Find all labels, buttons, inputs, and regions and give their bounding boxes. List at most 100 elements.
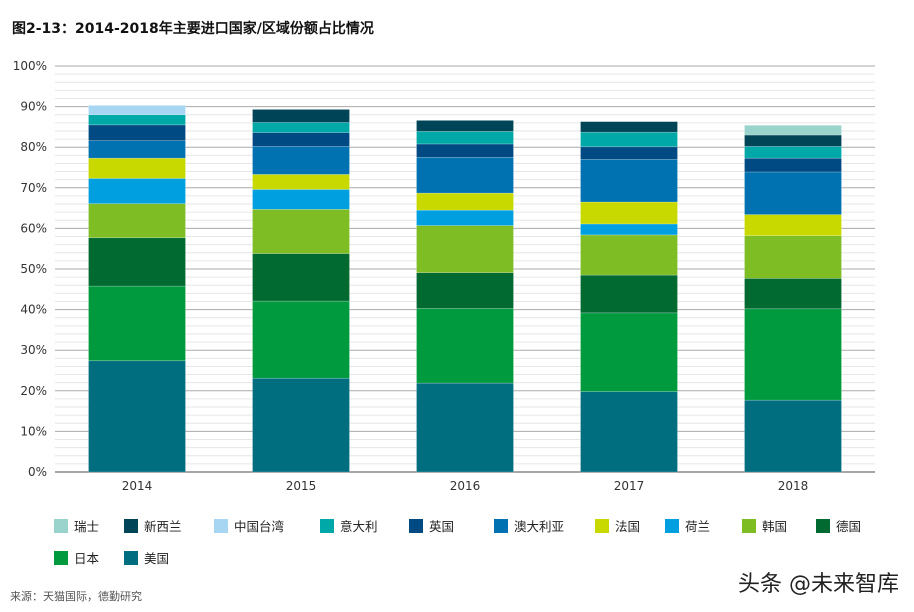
legend-item: 美国 (124, 548, 169, 567)
legend-label: 澳大利亚 (514, 519, 565, 534)
legend-swatch (54, 550, 68, 565)
bar-segment-2016-新西兰 (416, 120, 514, 132)
y-tick-label: 70% (20, 181, 47, 195)
bar-segment-2014-英国 (88, 124, 186, 142)
legend-label: 韩国 (762, 519, 788, 534)
legend-swatch (595, 518, 609, 533)
bar-segment-2014-中国台湾 (88, 105, 186, 116)
legend-label: 荷兰 (685, 519, 711, 534)
bar-segment-2018-澳大利亚 (744, 171, 842, 215)
bar-segment-2016-荷兰 (416, 209, 514, 226)
bar-segment-2017-韩国 (580, 234, 678, 276)
x-tick-label: 2018 (778, 479, 809, 493)
legend-swatch (54, 518, 68, 533)
bar-segment-2016-德国 (416, 272, 514, 309)
bar-segment-2018-日本 (744, 308, 842, 401)
bar-segment-2017-法国 (580, 201, 678, 225)
bar-segment-2015-韩国 (252, 209, 350, 254)
bar-segment-2014-韩国 (88, 203, 186, 239)
bar-segment-2015-新西兰 (252, 109, 350, 123)
bar-segment-2014-日本 (88, 285, 186, 362)
chart-title: 图2-13：2014-2018年主要进口国家/区域份额占比情况 (12, 21, 374, 37)
legend-label: 瑞士 (74, 519, 100, 534)
legend-item: 韩国 (742, 516, 787, 535)
legend-label: 新西兰 (144, 519, 182, 534)
y-tick-label: 0% (28, 465, 47, 479)
bar-segment-2016-澳大利亚 (416, 157, 514, 194)
legend-swatch (124, 518, 138, 533)
legend-item: 新西兰 (124, 516, 182, 535)
bar-segment-2018-英国 (744, 157, 842, 173)
bar-segment-2014-法国 (88, 157, 186, 179)
legend-label: 美国 (144, 551, 170, 566)
bar-segment-2017-澳大利亚 (580, 159, 678, 203)
watermark: 头条 @未来智库 (738, 572, 899, 597)
y-tick-label: 80% (20, 140, 47, 154)
legend-label: 意大利 (340, 519, 378, 534)
legend-item: 德国 (816, 516, 861, 535)
bar-segment-2016-日本 (416, 308, 514, 384)
legend-swatch (665, 518, 679, 533)
source-note: 来源：天猫国际，德勤研究 (10, 590, 142, 603)
bar-segment-2018-韩国 (744, 235, 842, 279)
legend-item: 英国 (409, 516, 454, 535)
bar-segment-2017-美国 (580, 391, 678, 473)
bar-segment-2018-法国 (744, 214, 842, 237)
legend-label: 日本 (74, 551, 100, 566)
x-tick-label: 2016 (450, 479, 481, 493)
bar-segment-2017-新西兰 (580, 121, 678, 133)
bar-segment-2015-美国 (252, 377, 350, 473)
bar-segment-2015-德国 (252, 253, 350, 302)
legend-swatch (494, 518, 508, 533)
bar-segment-2017-意大利 (580, 131, 678, 148)
bar-segment-2015-意大利 (252, 122, 350, 133)
bar-segment-2016-韩国 (416, 225, 514, 273)
y-tick-label: 40% (20, 303, 47, 317)
bar-segment-2017-英国 (580, 146, 678, 160)
legend-item: 瑞士 (54, 516, 99, 535)
legend-label: 法国 (615, 519, 641, 534)
bar-segment-2018-德国 (744, 278, 842, 310)
legend-item: 法国 (595, 516, 640, 535)
bar-segment-2017-德国 (580, 274, 678, 314)
bar-segment-2016-英国 (416, 143, 514, 158)
x-tick-label: 2017 (614, 479, 645, 493)
bar-segment-2014-德国 (88, 237, 186, 287)
y-tick-label: 90% (20, 100, 47, 114)
legend-swatch (214, 518, 228, 533)
bar-segment-2016-意大利 (416, 131, 514, 145)
legend-swatch (320, 518, 334, 533)
bar-segment-2014-澳大利亚 (88, 140, 186, 159)
bar-segment-2014-美国 (88, 360, 186, 473)
bar-segment-2017-日本 (580, 312, 678, 392)
legend-swatch (409, 518, 423, 533)
legend-item: 中国台湾 (214, 516, 284, 535)
x-tick-label: 2014 (122, 479, 153, 493)
bar-segment-2015-日本 (252, 300, 350, 379)
bar-segment-2014-意大利 (88, 114, 186, 126)
y-tick-label: 10% (20, 424, 47, 438)
y-tick-label: 20% (20, 384, 47, 398)
y-tick-label: 30% (20, 343, 47, 357)
y-tick-label: 50% (20, 262, 47, 276)
bar-segment-2018-新西兰 (744, 134, 842, 147)
bar-segment-2016-法国 (416, 192, 514, 211)
legend-item: 澳大利亚 (494, 516, 564, 535)
bar-segment-2017-荷兰 (580, 223, 678, 236)
legend-item: 荷兰 (665, 516, 710, 535)
stacked-bar-chart: 0% 10% 20% 30% 40% 50% 60% 70% 80% 90% 100% 2014 201… (13, 59, 875, 493)
y-tick-label: 100% (13, 59, 47, 73)
legend-swatch (816, 518, 830, 533)
legend-label: 中国台湾 (234, 519, 285, 534)
y-tick-label: 60% (20, 221, 47, 235)
legend-label: 英国 (429, 519, 455, 534)
bar-segment-2018-意大利 (744, 146, 842, 159)
bar-segment-2018-瑞士 (744, 124, 842, 136)
bar-segment-2016-美国 (416, 382, 514, 473)
bar-segment-2015-英国 (252, 132, 350, 147)
bar-segment-2014-荷兰 (88, 178, 186, 204)
legend-swatch (742, 518, 756, 533)
x-tick-label: 2015 (286, 479, 317, 493)
bar-segment-2015-法国 (252, 174, 350, 190)
bar-segment-2018-美国 (744, 399, 842, 473)
